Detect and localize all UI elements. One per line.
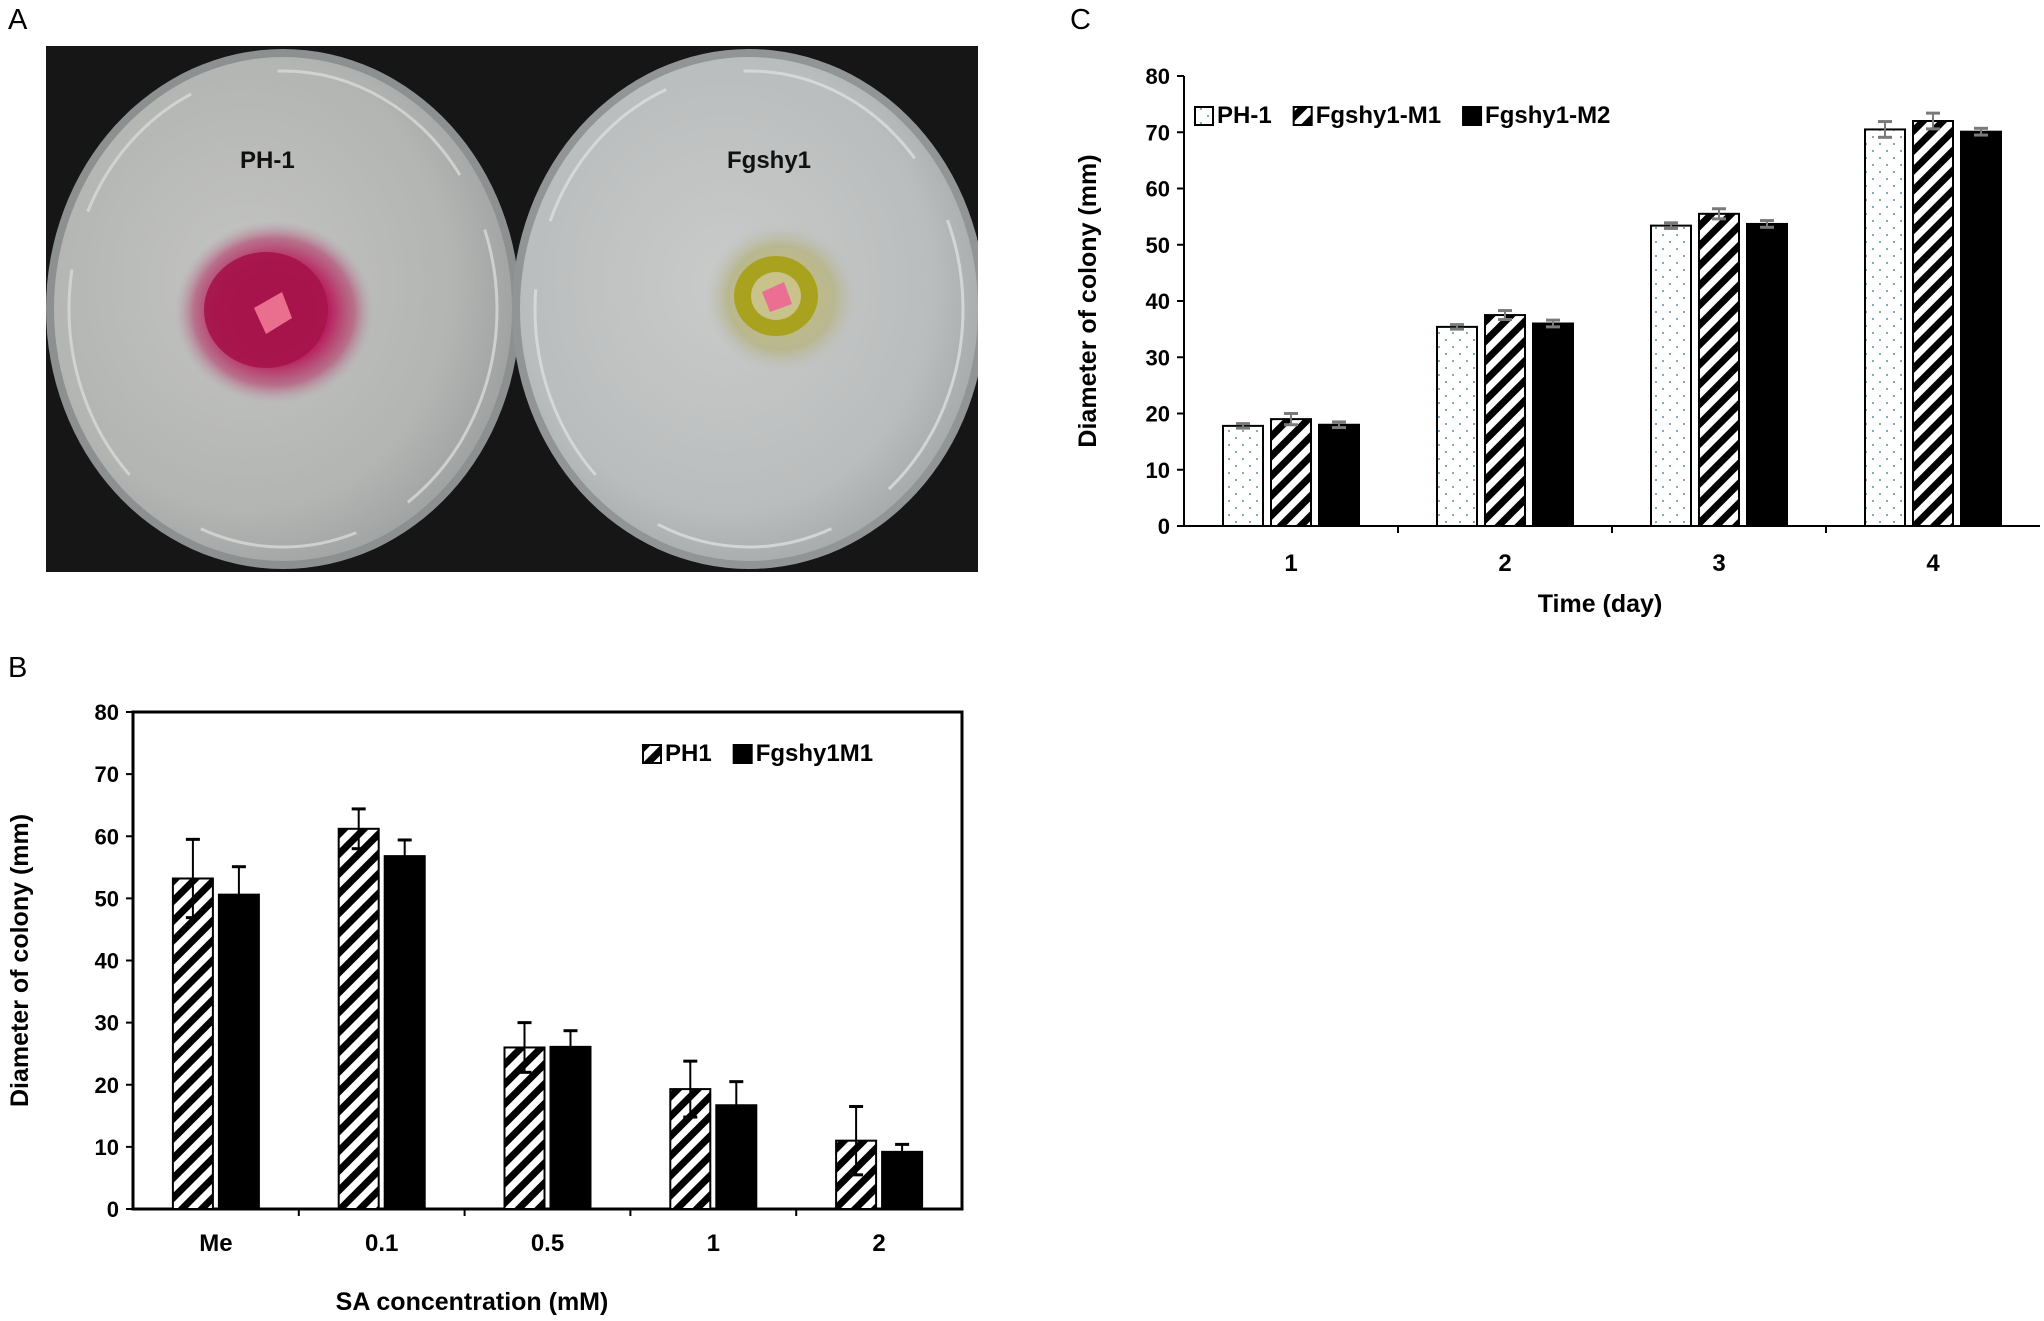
legend-swatch-c <box>1292 106 1313 126</box>
bar-c-fgshy1-m2 <box>1532 322 1574 527</box>
panel-letter-a: A <box>8 4 28 36</box>
x-tick-label-b: 0.5 <box>531 1230 564 1257</box>
bar-b-ph1 <box>171 877 214 1210</box>
bar-c-ph-1 <box>1650 224 1692 527</box>
x-tick-label-b: 1 <box>707 1230 720 1257</box>
legend-swatch-c <box>1194 106 1214 126</box>
bar-b-fgshy1m1 <box>217 893 260 1211</box>
bar-c-ph-1 <box>1222 424 1264 527</box>
y-tick-label-c: 0 <box>1158 514 1170 539</box>
y-tick-label-c: 80 <box>1146 64 1170 89</box>
bar-b-fgshy1m1 <box>549 1045 592 1211</box>
x-tick-label-c: 4 <box>1926 550 1940 577</box>
y-tick-label-c: 40 <box>1146 289 1170 314</box>
dish-inner-edge-right <box>533 69 965 549</box>
y-tick-label-c: 70 <box>1146 120 1170 145</box>
bar-c-fgshy1-m1 <box>1698 212 1740 527</box>
panel-letter-c: C <box>1070 4 1091 36</box>
plate-label-ph1: PH-1 <box>240 147 295 174</box>
y-tick-label-b: 20 <box>95 1073 119 1098</box>
y-tick-label-b: 0 <box>107 1197 119 1222</box>
y-tick-label-c: 30 <box>1146 345 1170 370</box>
y-tick-label-b: 50 <box>95 886 119 911</box>
y-tick-label-c: 60 <box>1146 177 1170 202</box>
bar-c-ph-1 <box>1864 128 1906 527</box>
x-tick-label-b: 0.1 <box>365 1230 398 1257</box>
x-tick-label-c: 1 <box>1284 550 1297 577</box>
y-axis-label-c: Diameter of colony (mm) <box>1074 154 1102 447</box>
legend-swatch-b <box>732 744 753 764</box>
x-tick-label-b: Me <box>199 1230 232 1257</box>
plate-label-fgshy1: Fgshy1 <box>727 147 811 174</box>
bar-c-fgshy1-m1 <box>1912 120 1954 527</box>
y-tick-label-b: 70 <box>95 762 119 787</box>
legend-label-b: Fgshy1M1 <box>756 740 873 767</box>
bar-c-ph-1 <box>1436 325 1478 527</box>
bar-b-ph1 <box>503 1046 546 1210</box>
bar-c-fgshy1-m2 <box>1960 130 2002 527</box>
y-tick-label-b: 80 <box>95 700 119 725</box>
dish-inner-edge-left <box>67 69 499 549</box>
bar-c-fgshy1-m1 <box>1270 418 1312 527</box>
bar-b-ph1 <box>337 827 380 1210</box>
legend-label-b: PH1 <box>665 740 712 767</box>
legend-label-c: Fgshy1-M2 <box>1485 102 1610 129</box>
y-tick-label-b: 10 <box>95 1135 119 1160</box>
legend-label-c: Fgshy1-M1 <box>1316 102 1441 129</box>
x-tick-label-c: 2 <box>1498 550 1511 577</box>
y-tick-label-b: 40 <box>95 949 119 974</box>
agar-plug-fgshy1 <box>762 282 792 312</box>
bar-c-fgshy1-m1 <box>1484 314 1526 527</box>
y-tick-label-b: 60 <box>95 824 119 849</box>
x-tick-label-b: 2 <box>872 1230 885 1257</box>
y-tick-label-c: 20 <box>1146 402 1170 427</box>
panel-letter-b: B <box>8 652 28 684</box>
bar-c-fgshy1-m2 <box>1746 222 1788 527</box>
bar-b-fgshy1m1 <box>383 855 426 1210</box>
y-tick-label-c: 50 <box>1146 233 1170 258</box>
legend-swatch-c <box>1462 106 1483 126</box>
x-axis-label-c: Time (day) <box>1538 590 1663 618</box>
bar-c-fgshy1-m2 <box>1318 423 1360 527</box>
legend-label-c: PH-1 <box>1217 102 1272 129</box>
x-tick-label-c: 3 <box>1712 550 1725 577</box>
agar-plug-ph1 <box>254 292 292 334</box>
y-tick-label-b: 30 <box>95 1011 119 1036</box>
y-axis-label-b: Diameter of colony (mm) <box>6 814 34 1107</box>
x-axis-label-b: SA concentration (mM) <box>336 1288 609 1316</box>
petri-dish-photo: PH-1 Fgshy1 <box>46 46 978 572</box>
y-tick-label-c: 10 <box>1146 458 1170 483</box>
legend-swatch-b <box>642 744 662 764</box>
